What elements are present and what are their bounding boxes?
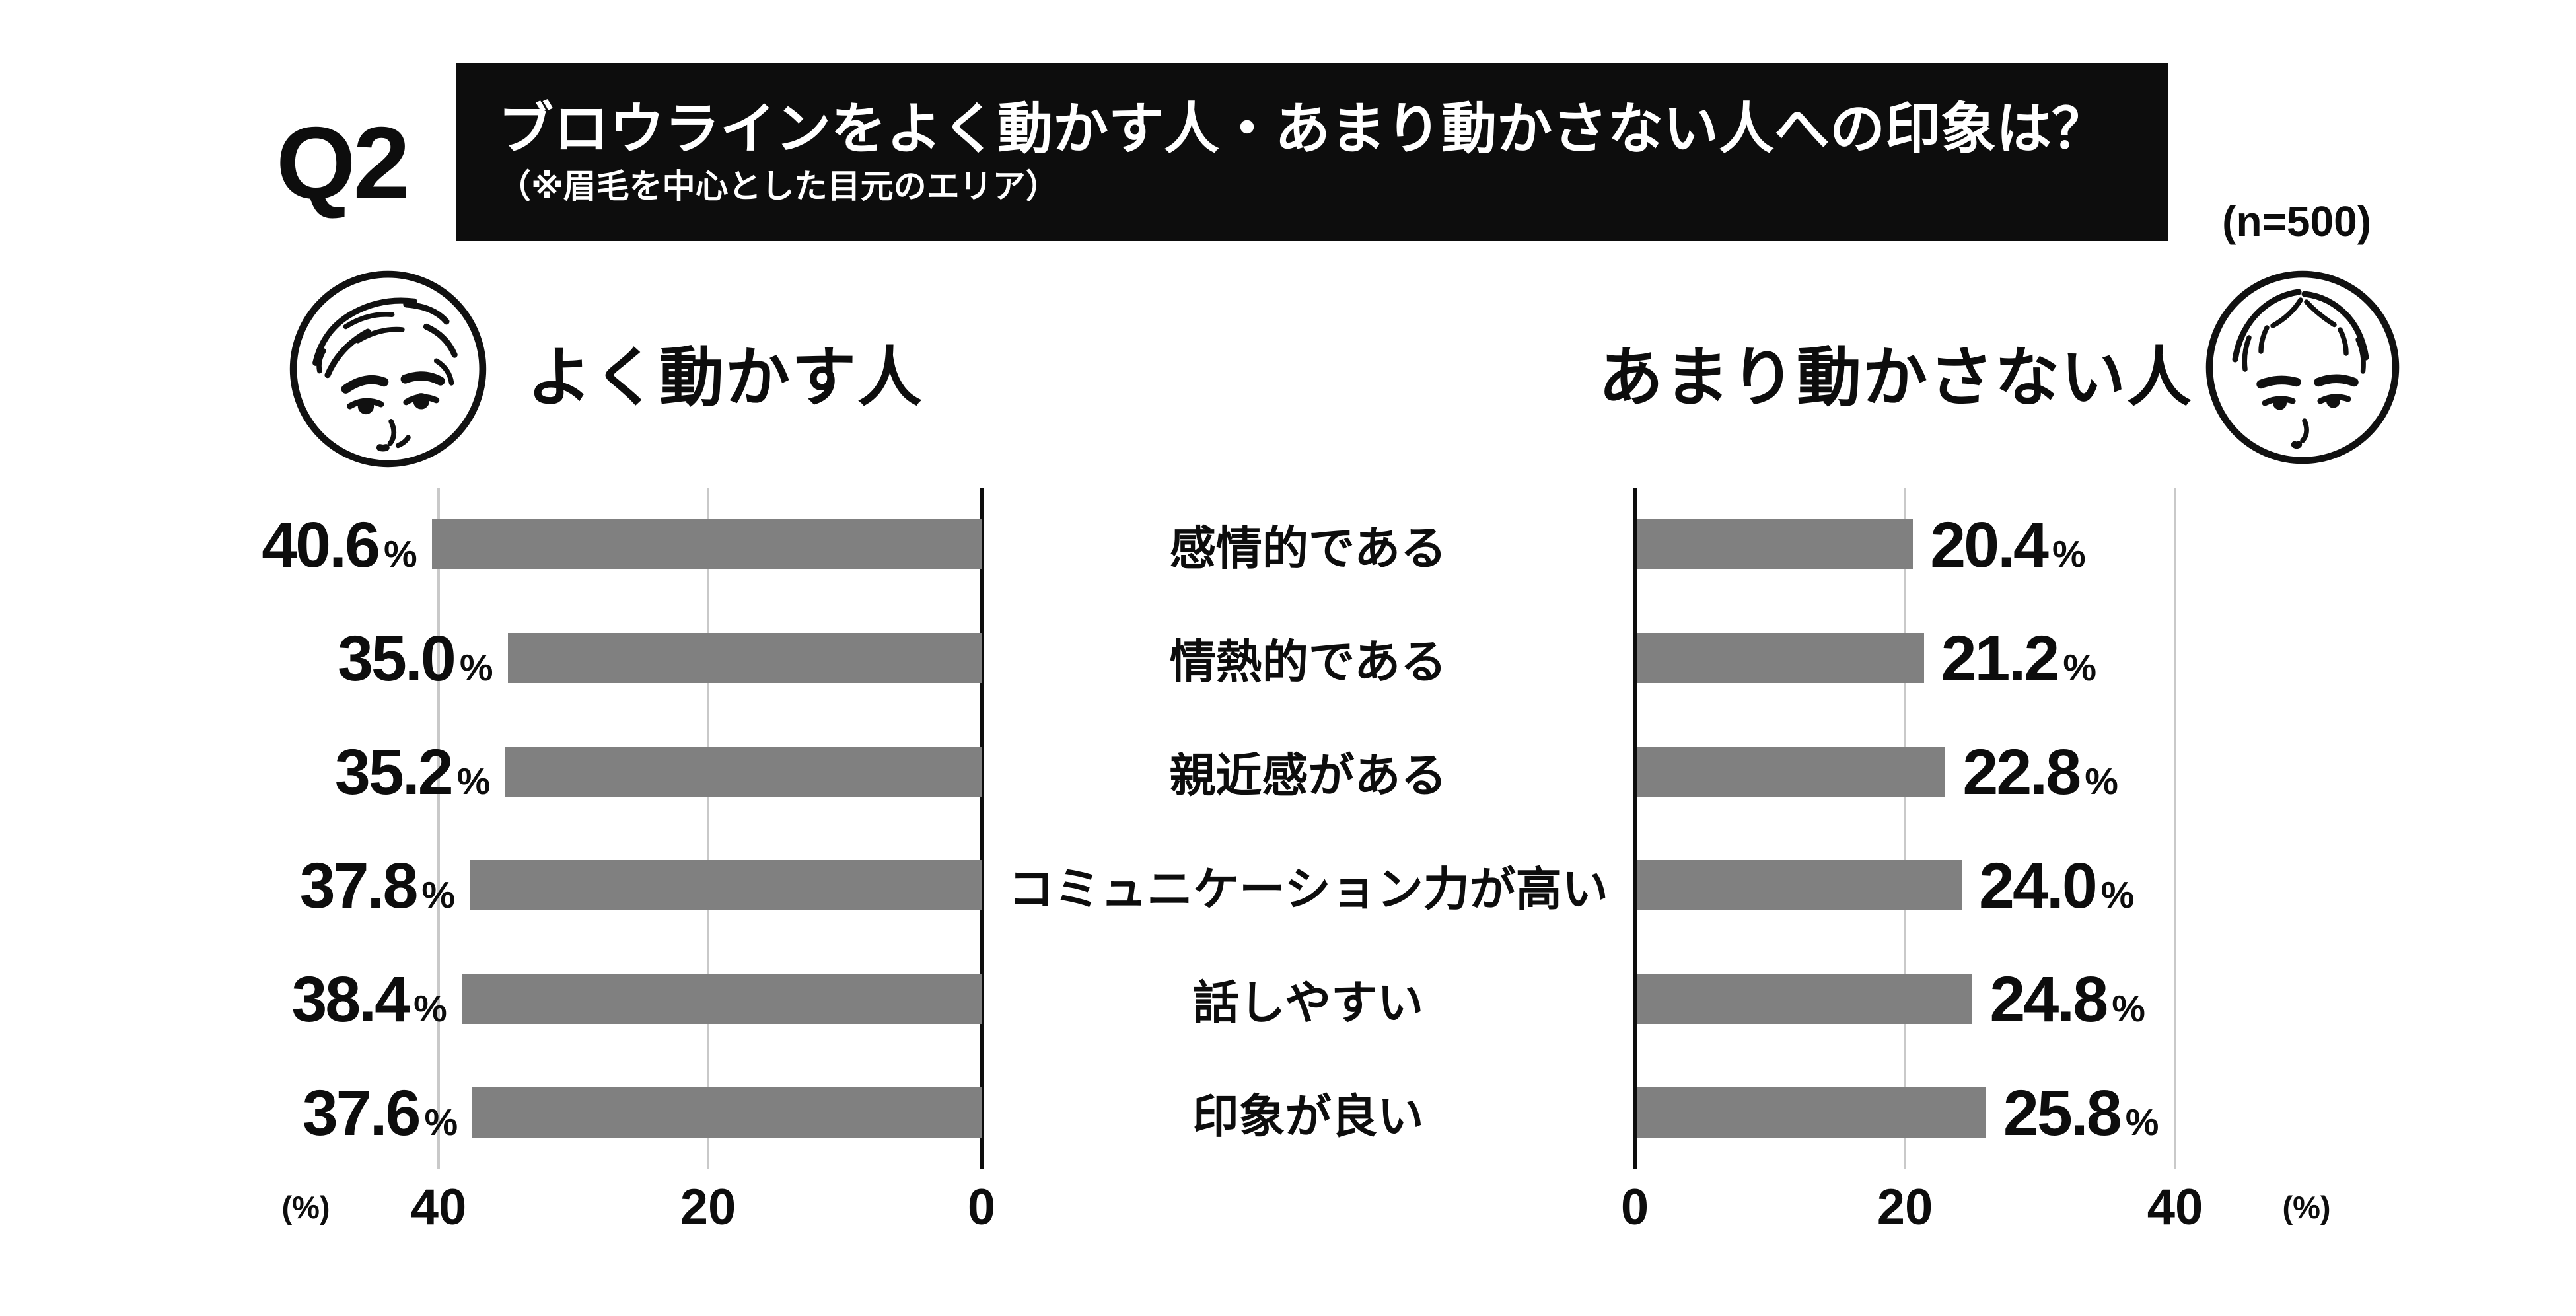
gridline-40-left bbox=[437, 488, 440, 1169]
bar bbox=[470, 860, 982, 910]
question-number: Q2 bbox=[276, 106, 410, 220]
bar-row-left: 37.6% bbox=[218, 1056, 984, 1169]
value-label: 24.8% bbox=[1989, 963, 2145, 1035]
zero-axis-left bbox=[980, 488, 984, 1169]
value-label: 22.8% bbox=[1962, 735, 2118, 808]
face-expressive-icon bbox=[287, 268, 489, 470]
tick-40-left: 40 bbox=[410, 1179, 467, 1235]
category-row: 印象が良い bbox=[984, 1056, 1633, 1169]
bar bbox=[1637, 974, 1973, 1024]
bar-row-right: 24.8% bbox=[1633, 942, 2411, 1056]
left-chart: 40.6% 35.0% 35.2% 37.8% 38.4% 37.6% bbox=[218, 488, 984, 1169]
axis-unit-label-right: (%) bbox=[2282, 1190, 2331, 1225]
gridline-40-right bbox=[2174, 488, 2176, 1169]
tick-0-left: 0 bbox=[967, 1179, 996, 1235]
right-panel-heading: あまり動かさない人 bbox=[1598, 341, 2193, 414]
bar-row-right: 22.8% bbox=[1633, 715, 2411, 828]
category-label: 情熱的である bbox=[1169, 636, 1447, 688]
value-label: 21.2% bbox=[1941, 622, 2097, 694]
category-label: 印象が良い bbox=[1192, 1090, 1424, 1142]
category-label: 感情的である bbox=[1169, 522, 1447, 574]
category-row: コミュニケーション力が高い bbox=[984, 828, 1633, 942]
bar bbox=[1637, 860, 1962, 910]
category-row: 話しやすい bbox=[984, 942, 1633, 1056]
category-row: 情熱的である bbox=[984, 601, 1633, 715]
bar bbox=[461, 974, 982, 1024]
right-bar-rows: 20.4% 21.2% 22.8% 24.0% 24.8% 25.8% bbox=[1633, 488, 2411, 1169]
axis-unit-label-left: (%) bbox=[281, 1190, 330, 1225]
bar bbox=[1637, 633, 1924, 683]
bar-row-left: 35.2% bbox=[218, 715, 984, 828]
bar bbox=[1637, 747, 1946, 797]
value-label: 20.4% bbox=[1930, 508, 2086, 581]
value-label: 25.8% bbox=[2003, 1076, 2159, 1149]
value-label: 24.0% bbox=[1979, 849, 2135, 922]
value-label: 35.0% bbox=[338, 622, 493, 694]
bar bbox=[1637, 519, 1914, 569]
bar bbox=[507, 633, 982, 683]
value-label: 37.8% bbox=[299, 849, 456, 922]
sample-size-label: (n=500) bbox=[2222, 198, 2371, 245]
bar bbox=[1637, 1087, 1986, 1138]
value-label: 37.6% bbox=[302, 1076, 458, 1149]
left-bar-rows: 40.6% 35.0% 35.2% 37.8% 38.4% 37.6% bbox=[218, 488, 984, 1169]
title-box: ブロウラインをよく動かす人・あまり動かさない人への印象は？ （※眉毛を中心とした… bbox=[456, 63, 2168, 241]
bar-row-left: 40.6% bbox=[218, 488, 984, 601]
zero-axis-right bbox=[1633, 488, 1637, 1169]
tick-20-right: 20 bbox=[1877, 1179, 1933, 1235]
bar-row-left: 38.4% bbox=[218, 942, 984, 1056]
bar-row-left: 37.8% bbox=[218, 828, 984, 942]
category-labels: 感情的である 情熱的である 親近感があるコミュニケーション力が高い 話しやすい印象が良… bbox=[984, 488, 1633, 1169]
bar-row-left: 35.0% bbox=[218, 601, 984, 715]
bar bbox=[431, 519, 982, 569]
value-label: 35.2% bbox=[334, 735, 491, 808]
gridline-20-right bbox=[1904, 488, 1906, 1169]
gridline-20-left bbox=[707, 488, 709, 1169]
bar-row-right: 24.0% bbox=[1633, 828, 2411, 942]
page-title: ブロウラインをよく動かす人・あまり動かさない人への印象は？ bbox=[498, 98, 2108, 160]
tick-40-right: 40 bbox=[2147, 1179, 2203, 1235]
value-label: 38.4% bbox=[291, 963, 447, 1035]
tick-0-right: 0 bbox=[1620, 1179, 1649, 1235]
bar-row-right: 20.4% bbox=[1633, 488, 2411, 601]
category-label: コミュニケーション力が高い bbox=[1008, 863, 1608, 915]
category-label: 話しやすい bbox=[1192, 976, 1424, 1029]
category-row: 親近感がある bbox=[984, 715, 1633, 828]
bar-row-right: 21.2% bbox=[1633, 601, 2411, 715]
right-chart: 20.4% 21.2% 22.8% 24.0% 24.8% 25.8% bbox=[1633, 488, 2411, 1169]
page-subtitle: （※眉毛を中心とした目元のエリア） bbox=[498, 168, 1059, 205]
category-label: 親近感がある bbox=[1169, 749, 1447, 801]
bar bbox=[472, 1087, 982, 1138]
value-label: 40.6% bbox=[262, 508, 417, 581]
bar-row-right: 25.8% bbox=[1633, 1056, 2411, 1169]
face-calm-icon bbox=[2203, 268, 2402, 466]
category-row: 感情的である bbox=[984, 488, 1633, 601]
left-panel-heading: よく動かす人 bbox=[527, 341, 924, 414]
bar bbox=[505, 747, 982, 797]
tick-20-left: 20 bbox=[680, 1179, 736, 1235]
